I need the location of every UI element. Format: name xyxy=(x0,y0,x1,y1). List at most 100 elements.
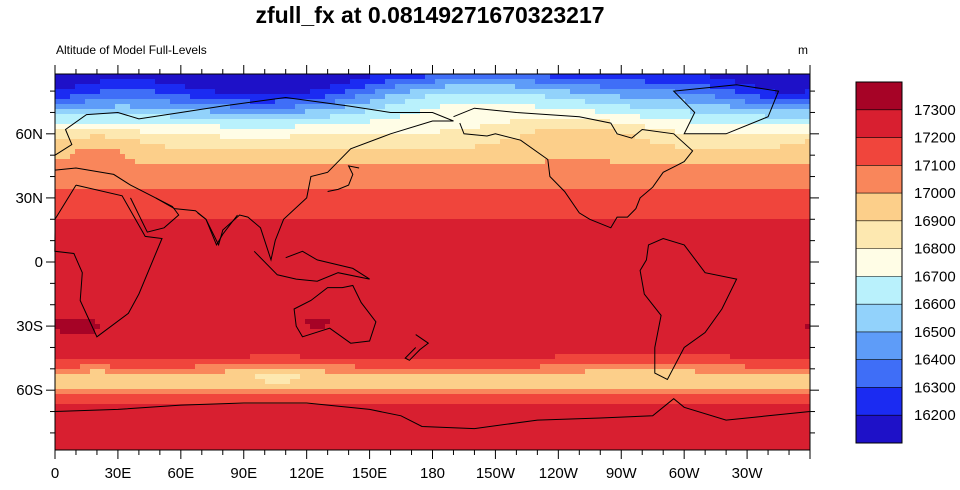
colorbar-box xyxy=(856,137,902,166)
field-cell xyxy=(55,104,115,110)
field-cell xyxy=(585,369,695,375)
field-cell xyxy=(805,324,810,330)
field-cell xyxy=(55,199,810,205)
field-cell xyxy=(595,109,690,115)
field-cell xyxy=(55,444,810,450)
field-cell xyxy=(690,109,810,115)
field-cell xyxy=(55,389,810,395)
colorbar-box xyxy=(856,276,902,305)
field-cell xyxy=(645,124,810,130)
field-cell xyxy=(55,99,85,105)
coast-eurasia xyxy=(54,96,454,262)
field-cell xyxy=(250,354,300,360)
field-cell xyxy=(255,374,300,380)
field-cell xyxy=(445,84,515,90)
field-cell xyxy=(615,129,675,135)
field-cell xyxy=(100,324,310,330)
coast-south-america xyxy=(639,237,738,381)
field-cell xyxy=(695,369,810,375)
field-cell xyxy=(55,429,810,435)
axis-ticks xyxy=(46,65,819,459)
field-cell xyxy=(370,74,425,80)
field-cell xyxy=(55,79,100,85)
chart-title: zfull_fx at 0.08149271670323217 xyxy=(255,2,605,28)
field-cell xyxy=(325,324,805,330)
field-cell xyxy=(220,134,290,140)
field-cell xyxy=(55,284,810,290)
field-cell xyxy=(55,294,810,300)
x-tick-label: 30W xyxy=(732,465,764,482)
field-cell xyxy=(55,234,810,240)
field-cell xyxy=(250,99,275,105)
field-cell xyxy=(730,104,810,110)
field-cell xyxy=(185,84,330,90)
field-cell xyxy=(475,144,675,150)
field-cell xyxy=(210,109,305,115)
field-cell xyxy=(100,79,155,85)
field-cell xyxy=(55,419,810,425)
field-cell xyxy=(330,114,400,120)
field-cell xyxy=(55,409,810,415)
field-cell xyxy=(110,364,195,370)
coast-arabia xyxy=(130,197,180,233)
x-tick-label: 30E xyxy=(105,465,132,482)
field-cell xyxy=(55,214,810,220)
colorbar-box xyxy=(856,304,902,333)
field-cell xyxy=(70,94,190,100)
x-tick-label: 0 xyxy=(51,465,59,482)
field-cell xyxy=(55,274,810,280)
field-cell xyxy=(95,319,305,325)
field-cell xyxy=(375,89,410,95)
x-tick-labels: 0 30E 60E 90E 120E 150E 180 150W 120W 90W 60W 30W xyxy=(51,465,764,482)
field-cell xyxy=(55,194,810,200)
field-cell xyxy=(195,364,355,370)
field-cell xyxy=(290,134,520,140)
field-cell xyxy=(645,79,735,85)
field-cell xyxy=(55,379,265,385)
field-cell xyxy=(55,159,135,165)
field-cell xyxy=(105,134,220,140)
field-cell xyxy=(140,129,440,135)
field-cell xyxy=(55,169,810,175)
field-cell xyxy=(435,79,535,85)
colorbar-box xyxy=(856,220,902,249)
field-cell xyxy=(690,119,810,125)
field-cell xyxy=(310,89,345,95)
field-cell xyxy=(55,144,165,150)
colorbar-label: 16300 xyxy=(914,379,956,396)
colorbar: 16200 16300 16400 16500 16600 16700 16800 16900… xyxy=(855,81,956,444)
field-cell xyxy=(675,89,735,95)
field-cell xyxy=(55,329,60,335)
field-cell xyxy=(805,89,810,95)
field-cell xyxy=(630,104,730,110)
field-cell xyxy=(55,394,810,400)
field-cell xyxy=(165,144,475,150)
field-cell xyxy=(55,254,810,260)
field-cell xyxy=(80,364,110,370)
colorbar-label: 16900 xyxy=(914,213,956,230)
colorbar-box xyxy=(856,193,902,222)
field-cell xyxy=(755,84,810,90)
field-cell xyxy=(540,364,745,370)
coast-indonesia xyxy=(253,250,370,282)
field-cell xyxy=(325,94,355,100)
field-cell xyxy=(440,104,535,110)
field-cell xyxy=(290,379,810,385)
field-cell xyxy=(370,99,405,105)
field-cell xyxy=(520,134,635,140)
field-cell xyxy=(635,134,810,140)
field-cell xyxy=(440,129,535,135)
field-cell xyxy=(370,119,510,125)
colorbar-label: 16400 xyxy=(914,352,956,369)
field-cell xyxy=(335,99,370,105)
field-cell xyxy=(225,369,325,375)
field-cell xyxy=(190,94,325,100)
field-cell xyxy=(650,139,805,145)
field-cell xyxy=(585,99,685,105)
field-cell xyxy=(330,84,365,90)
field-cell xyxy=(640,114,765,120)
colorbar-box xyxy=(856,165,902,194)
field-cell xyxy=(115,104,130,110)
x-tick-label: 60E xyxy=(167,465,194,482)
